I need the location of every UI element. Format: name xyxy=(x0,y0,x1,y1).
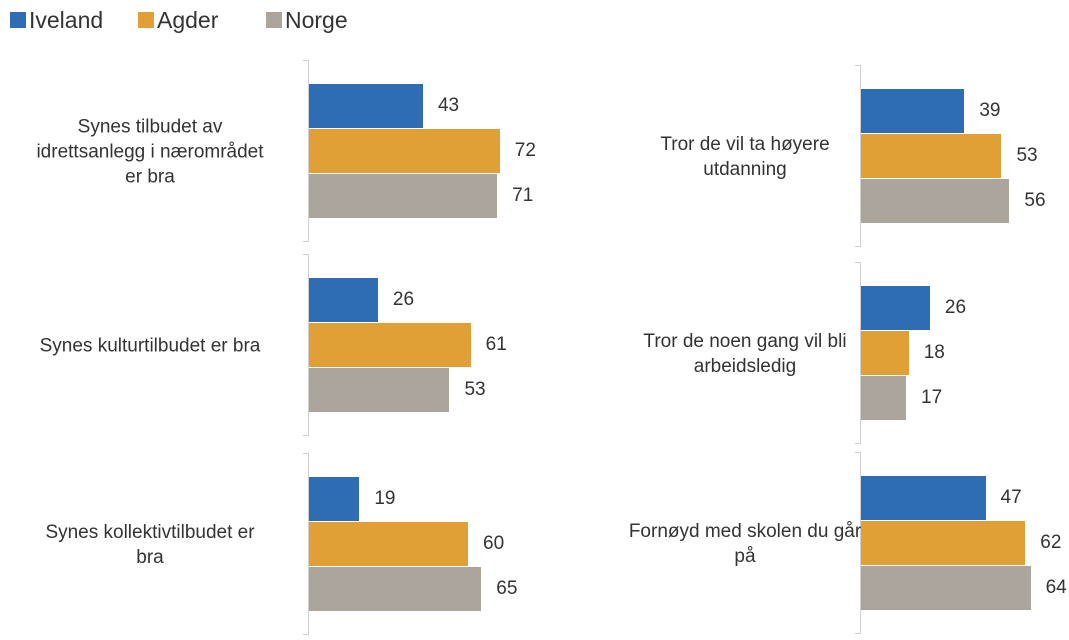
value-label: 26 xyxy=(944,297,967,318)
bar xyxy=(861,521,1026,565)
bar xyxy=(861,89,965,133)
value-label: 62 xyxy=(1040,532,1062,553)
bar xyxy=(861,566,1031,610)
bar xyxy=(309,174,498,218)
legend-swatch xyxy=(10,12,26,28)
legend-swatch xyxy=(138,12,154,28)
value-label: 26 xyxy=(392,289,415,310)
bar xyxy=(861,476,986,520)
axis-tick xyxy=(855,262,860,263)
axis-tick xyxy=(303,254,308,255)
category-label: Tror de noen gang vil bli arbeidsledig xyxy=(643,331,847,377)
bar xyxy=(309,84,423,128)
value-label: 72 xyxy=(514,140,536,161)
axis-tick xyxy=(303,634,308,635)
value-label: 60 xyxy=(483,533,505,554)
value-label: 43 xyxy=(437,95,460,116)
category-label: Fornøyd med skolen du går på xyxy=(628,521,862,567)
legend-label: Agder xyxy=(157,7,219,33)
bar xyxy=(861,286,930,330)
bar xyxy=(309,477,360,521)
axis-tick xyxy=(303,241,308,242)
legend-item: Iveland xyxy=(10,5,103,35)
axis-line xyxy=(860,452,861,634)
bar xyxy=(861,376,907,420)
axis-line xyxy=(308,453,309,635)
bar xyxy=(309,567,482,611)
legend-label: Iveland xyxy=(29,7,104,33)
value-label: 19 xyxy=(374,488,396,509)
category-label: Synes tilbudet av idrettsanlegg i næromr… xyxy=(36,116,264,188)
value-label: 56 xyxy=(1024,190,1046,211)
axis-tick xyxy=(855,65,860,66)
value-label: 53 xyxy=(1016,145,1038,166)
axis-tick xyxy=(855,246,860,247)
bar xyxy=(861,179,1010,223)
bar xyxy=(861,331,909,375)
category-label: Tror de vil ta høyere utdanning xyxy=(660,134,830,180)
value-label: 17 xyxy=(921,387,943,408)
value-label: 64 xyxy=(1045,577,1067,598)
category-label: Synes kollektivtilbudet er bra xyxy=(45,522,255,568)
legend-item: Agder xyxy=(138,5,218,35)
value-label: 47 xyxy=(1000,487,1022,508)
value-label: 65 xyxy=(496,578,518,599)
axis-tick xyxy=(303,453,308,454)
bar xyxy=(309,368,450,412)
value-label: 71 xyxy=(512,185,534,206)
category-label: Synes kulturtilbudet er bra xyxy=(39,335,261,357)
value-label: 18 xyxy=(923,342,945,363)
value-label: 61 xyxy=(485,334,507,355)
axis-tick xyxy=(855,633,860,634)
axis-line xyxy=(308,60,309,242)
bar xyxy=(309,278,378,322)
legend-item: Norge xyxy=(266,5,348,35)
legend-label: Norge xyxy=(285,7,348,33)
bar xyxy=(309,129,500,173)
axis-line xyxy=(860,262,861,444)
axis-line xyxy=(308,254,309,436)
bar xyxy=(309,323,471,367)
axis-line xyxy=(860,65,861,247)
axis-tick xyxy=(303,60,308,61)
legend-swatch xyxy=(266,12,282,28)
value-label: 53 xyxy=(464,379,486,400)
bar xyxy=(861,134,1002,178)
value-label: 39 xyxy=(979,100,1001,121)
bar xyxy=(309,522,468,566)
axis-tick xyxy=(855,443,860,444)
axis-tick xyxy=(855,452,860,453)
axis-tick xyxy=(303,435,308,436)
